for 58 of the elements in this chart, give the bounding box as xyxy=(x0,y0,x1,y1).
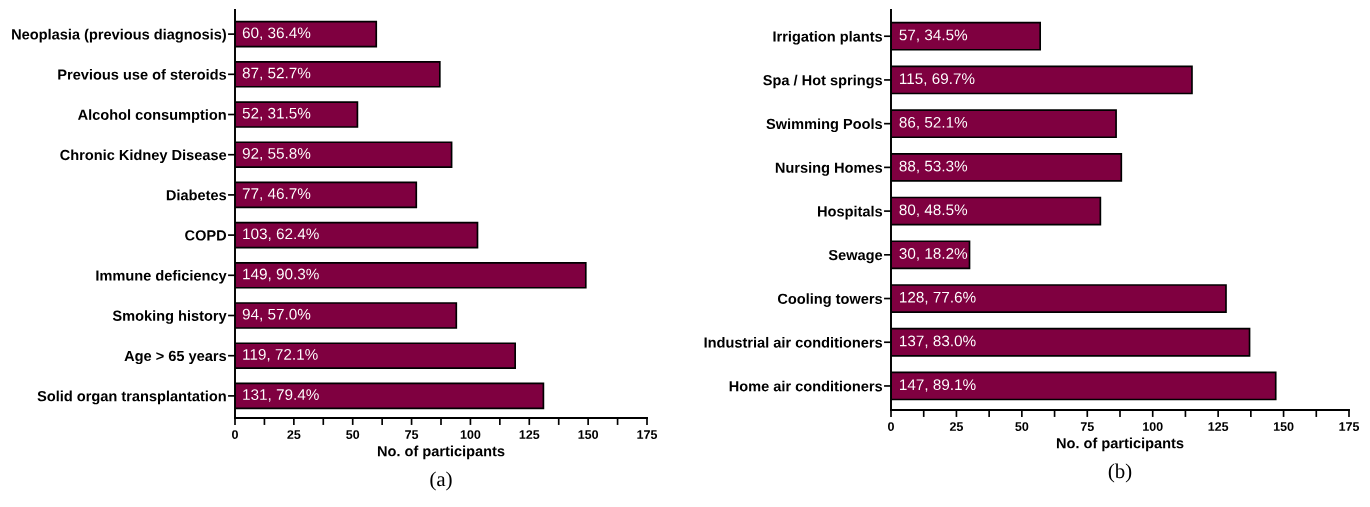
y-tick-label: Age > 65 years xyxy=(124,350,227,365)
data-label: 87, 52.7% xyxy=(242,67,311,81)
y-tick-label: Home air conditioners xyxy=(729,380,883,392)
x-tick-label: 25 xyxy=(287,430,301,439)
data-label: 60, 36.4% xyxy=(242,27,311,41)
data-label: 119, 72.1% xyxy=(243,348,318,362)
x-tick-label: 0 xyxy=(888,422,894,431)
data-label: 94, 57.0% xyxy=(242,308,311,322)
y-tick-label: Industrial air conditioners xyxy=(704,336,883,348)
data-label: 137, 83.0% xyxy=(900,335,976,349)
x-tick-label: 75 xyxy=(405,430,419,439)
y-tick-label: Irrigation plants xyxy=(773,30,883,45)
x-tick-label: 150 xyxy=(578,430,599,439)
y-tick-label: Hospitals xyxy=(818,205,883,220)
y-tick-label: Solid organ transplantation xyxy=(37,390,226,405)
x-tick-label: 0 xyxy=(232,430,238,439)
x-tick-label: 100 xyxy=(1143,422,1163,431)
text: (b) xyxy=(1108,463,1132,483)
data-label: 80, 48.5% xyxy=(899,204,968,217)
y-tick-label: Sewage xyxy=(828,249,883,264)
data-label: 115, 69.7% xyxy=(900,73,975,86)
data-label: 57, 34.5% xyxy=(899,29,968,43)
data-label: 92, 55.8% xyxy=(242,147,311,161)
x-axis-title: No. of participants xyxy=(377,445,505,460)
data-label: 147, 89.1% xyxy=(900,379,976,392)
x-tick-label: 125 xyxy=(519,430,540,439)
data-label: 30, 18.2% xyxy=(899,248,968,261)
x-tick-label: 50 xyxy=(1015,422,1029,431)
y-tick-label: Nursing Homes xyxy=(775,162,883,176)
x-tick-label: 75 xyxy=(1080,422,1094,431)
x-axis-title: No. of participants xyxy=(1056,437,1184,452)
y-tick-label: Spa / Hot springs xyxy=(763,74,883,89)
x-tick-label: 125 xyxy=(1208,422,1229,431)
x-tick-label: 25 xyxy=(949,422,964,431)
y-tick-label: Cooling towers xyxy=(777,293,883,307)
x-tick-label: 100 xyxy=(460,430,481,439)
data-label: 86, 52.1% xyxy=(899,116,968,130)
y-tick-label: Immune deficiency xyxy=(96,270,227,284)
data-label: 149, 90.3% xyxy=(243,268,319,282)
data-label: 88, 53.3% xyxy=(899,160,968,174)
x-tick-label: 175 xyxy=(1339,422,1360,431)
y-tick-label: Swimming Pools xyxy=(766,118,883,133)
text: (a) xyxy=(430,471,452,491)
data-label: 77, 46.7% xyxy=(242,188,311,201)
data-label: 128, 77.6% xyxy=(900,291,976,305)
data-label: 52, 31.5% xyxy=(242,107,311,121)
y-tick-label: Alcohol consumption xyxy=(77,109,226,123)
y-tick-label: Previous use of steroids xyxy=(58,69,227,80)
x-tick-label: 50 xyxy=(346,430,360,439)
data-label: 103, 62.4% xyxy=(243,228,319,242)
y-tick-label: COPD xyxy=(185,230,227,241)
y-tick-label: Neoplasia (previous diagnosis) xyxy=(12,28,226,43)
x-tick-label: 150 xyxy=(1273,422,1294,431)
y-tick-label: Chronic Kidney Disease xyxy=(60,149,227,164)
data-label: 131, 79.4% xyxy=(243,389,319,402)
y-tick-label: Smoking history xyxy=(112,310,227,324)
x-tick-label: 175 xyxy=(637,430,658,439)
y-tick-label: Diabetes xyxy=(166,189,227,201)
